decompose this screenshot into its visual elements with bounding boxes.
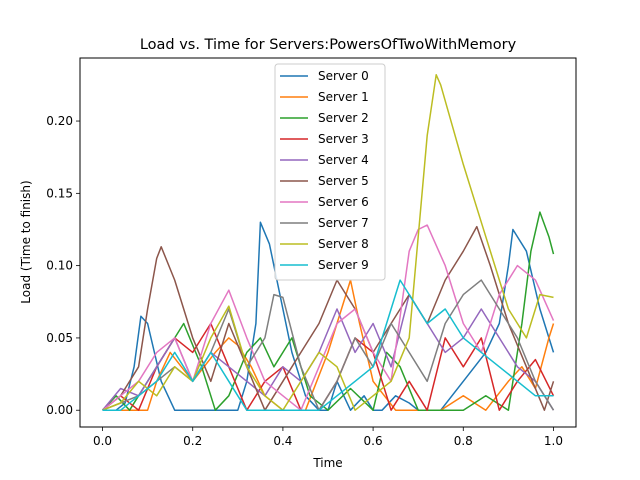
legend-label-server-5: Server 5 [318,174,369,188]
y-tick-label: 0.10 [46,259,73,273]
chart-title: Load vs. Time for Servers:PowersOfTwoWit… [140,37,517,53]
legend-label-server-6: Server 6 [318,195,369,209]
x-tick-label: 0.2 [183,434,202,448]
legend: Server 0 Server 1 Server 2 Server 3 Server 4… [274,63,386,281]
x-tick-label: 0.8 [454,434,473,448]
axes-frame [79,57,577,428]
series-line-server-9 [102,279,554,411]
series-line-server-2 [101,211,555,411]
legend-label-server-7: Server 7 [318,216,369,230]
x-tick-label: 0.0 [93,434,112,448]
y-axis: 0.00 0.05 0.10 0.15 0.20 [46,114,80,417]
legend-label-server-4: Server 4 [318,153,369,167]
y-tick-label: 0.20 [46,114,73,128]
legend-label-server-0: Server 0 [318,69,369,83]
y-tick-label: 0.00 [46,403,73,417]
legend-label-server-3: Server 3 [318,132,369,146]
x-tick-label: 0.4 [273,434,292,448]
y-tick-label: 0.05 [46,331,73,345]
series-line-server-5 [102,225,555,411]
y-tick-label: 0.15 [46,186,73,200]
y-axis-title: Load (Time to finish) [19,180,33,303]
plot-area [101,74,555,411]
series-line-server-6 [102,224,555,411]
x-axis: 0.0 0.2 0.4 0.6 0.8 1.0 [93,427,563,448]
legend-label-server-2: Server 2 [318,111,369,125]
x-tick-label: 0.6 [364,434,383,448]
legend-label-server-9: Server 9 [318,258,369,272]
x-axis-title: Time [312,456,342,470]
legend-label-server-1: Server 1 [318,90,369,104]
legend-label-server-8: Server 8 [318,237,369,251]
x-tick-label: 1.0 [544,434,563,448]
